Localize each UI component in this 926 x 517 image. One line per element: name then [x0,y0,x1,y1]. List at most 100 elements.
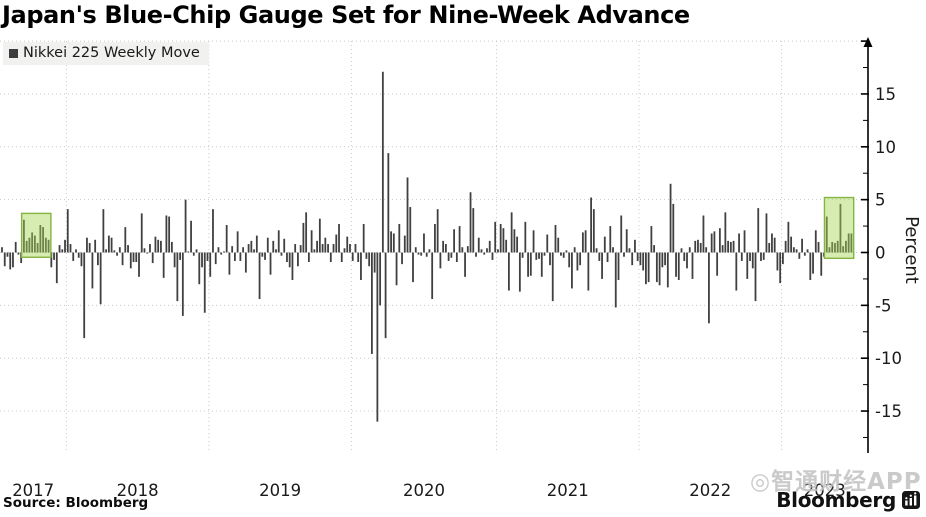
bar [639,252,642,266]
legend: Nikkei 225 Weekly Move [3,42,209,65]
bar [483,252,486,255]
bar [151,252,154,264]
bar [776,252,779,271]
bar [820,252,823,276]
bar [132,252,135,263]
x-tick-label: 2020 [403,481,445,500]
bar [157,239,160,253]
bar [442,240,445,253]
bar [371,252,373,354]
bar [458,226,461,253]
bar [118,247,121,253]
bar [543,252,546,256]
bar [33,235,36,253]
bar [505,239,508,253]
bar [25,240,28,253]
bar [94,239,97,253]
bar [845,240,847,253]
bar [538,252,540,259]
bar [546,234,549,253]
bar [365,252,368,259]
bar [332,244,335,253]
bar [825,216,828,253]
bar [91,252,94,289]
bar [795,249,798,253]
bar [168,216,171,253]
bar [39,225,42,253]
x-tick-label: 2021 [547,481,589,500]
bar [23,219,25,253]
bar [420,252,423,256]
bar [310,230,313,253]
bar [77,252,80,258]
bar [691,252,694,279]
bar [86,237,88,253]
bar [124,227,127,253]
bar [779,252,782,284]
bar [255,235,258,253]
bar [357,252,360,263]
bar [55,252,58,284]
bar [121,252,124,266]
bar [234,252,236,261]
bar [450,252,453,258]
bar [244,252,247,273]
bar [436,209,439,253]
bar [762,252,765,260]
bar [455,252,458,263]
bar [625,229,628,253]
bar [614,252,617,308]
bar [206,252,209,261]
bar [80,252,83,267]
bar [529,252,532,276]
bar [162,252,165,278]
bar [42,227,44,253]
bar [612,247,614,253]
bar [129,252,132,269]
bar [135,252,138,263]
bar [847,233,850,253]
bar [14,241,17,253]
bar [236,231,239,253]
bar [212,209,214,253]
bar [113,250,116,253]
bar [664,252,666,266]
bar [735,252,738,291]
bar [187,251,190,253]
bar [72,252,75,261]
bar [97,252,99,266]
bloomberg-logo-text: Bloomberg [776,488,896,512]
bar [195,249,198,253]
bar [721,245,724,253]
bar [510,212,513,253]
bar [568,252,571,268]
bar [291,252,294,280]
bar [732,240,735,253]
bar [803,252,806,256]
bar [806,249,809,253]
bar [798,252,801,259]
bar [814,230,817,253]
bar [658,252,661,286]
bar [149,244,151,253]
bar [771,233,773,253]
bar [549,252,551,266]
bar [573,247,576,253]
bar [603,236,606,253]
bar [587,252,590,291]
bar [524,221,527,253]
y-axis-arrow [863,37,873,47]
bar [675,252,677,277]
bar [699,242,702,253]
bar [102,209,105,253]
bar [475,252,477,257]
bar [631,252,634,266]
bar [672,203,675,253]
bar [116,252,118,256]
bar [729,241,732,253]
bar [787,221,790,253]
bar [354,244,357,253]
bar [17,252,20,255]
bar [623,252,625,257]
bar [50,252,53,268]
